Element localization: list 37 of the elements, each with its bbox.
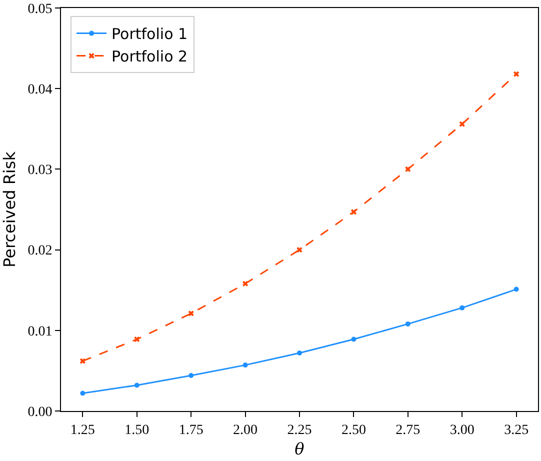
y-axis-title: Perceived Risk xyxy=(0,150,19,268)
y-tick-label: 0.00 xyxy=(28,404,52,420)
y-tick-label: 0.05 xyxy=(28,2,52,17)
point xyxy=(405,321,410,326)
point xyxy=(351,336,356,342)
point xyxy=(297,350,302,356)
y-tick-label: 0.03 xyxy=(28,163,52,178)
point xyxy=(350,209,357,215)
x-tick-label: 2.25 xyxy=(287,422,312,438)
x-tick-label: 1.25 xyxy=(70,422,95,438)
point xyxy=(80,358,86,364)
point xyxy=(242,362,248,368)
point xyxy=(188,373,194,378)
x-tick-label: 1.50 xyxy=(124,422,150,438)
point xyxy=(188,310,194,316)
point xyxy=(514,71,520,77)
point xyxy=(80,390,86,396)
x-tick-label: 3.00 xyxy=(450,422,474,438)
x-axis-title: θ xyxy=(294,440,305,458)
point xyxy=(514,286,519,292)
point xyxy=(405,166,411,172)
point xyxy=(134,382,140,388)
point xyxy=(296,246,302,253)
point xyxy=(459,121,465,127)
x-tick-label: 2.50 xyxy=(341,422,366,438)
x-tick-label: 2.75 xyxy=(396,422,420,438)
x-tick-label: 1.75 xyxy=(178,422,204,438)
y-tick-label: 0.02 xyxy=(28,244,52,259)
legend-label: Portfolio 1 xyxy=(112,25,188,44)
point xyxy=(242,280,248,286)
point xyxy=(134,336,140,342)
y-tick-label: 0.01 xyxy=(28,324,52,340)
point xyxy=(460,305,465,310)
y-tick-label: 0.04 xyxy=(28,82,52,98)
legend-label: Portfolio 2 xyxy=(112,48,188,66)
x-tick-label: 3.25 xyxy=(504,422,529,438)
x-tick-label: 2.00 xyxy=(233,422,258,438)
